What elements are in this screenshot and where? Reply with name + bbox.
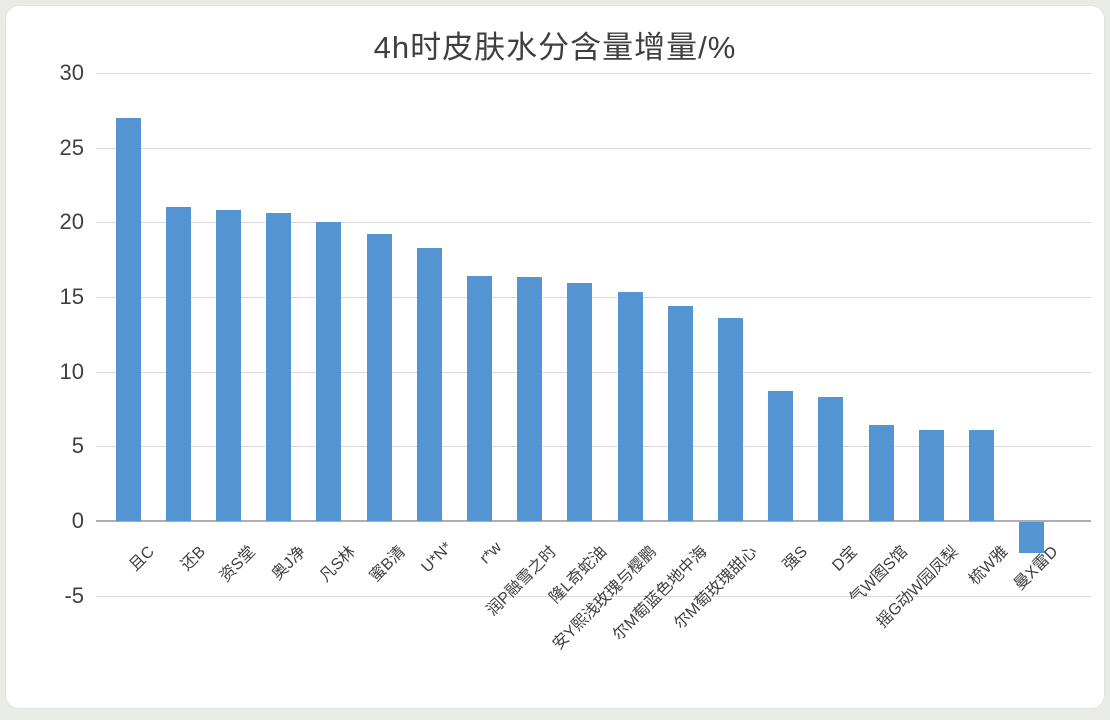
bar — [919, 430, 944, 521]
bar — [969, 430, 994, 521]
chart-title: 4h时皮肤水分含量增量/% — [6, 22, 1104, 67]
x-category-label: r*w — [477, 539, 506, 568]
x-category-label: 且C — [123, 539, 159, 575]
y-tick-label: 15 — [24, 284, 84, 310]
bar — [367, 234, 392, 521]
x-category-label: 梳W雅 — [962, 539, 1012, 589]
y-tick-label: 20 — [24, 209, 84, 235]
bar — [768, 391, 793, 521]
y-tick-label: -5 — [24, 583, 84, 609]
gridline — [96, 596, 1091, 597]
x-category-label: 凡S林 — [313, 539, 360, 586]
x-category-label: 资S堂 — [212, 539, 259, 586]
bar — [668, 306, 693, 521]
y-tick-label: 0 — [24, 508, 84, 534]
bar — [216, 210, 241, 521]
bar — [1019, 522, 1044, 553]
bar — [266, 213, 291, 521]
gridline — [96, 446, 1091, 447]
bar — [417, 248, 442, 521]
x-category-label: D宝 — [825, 539, 861, 575]
x-category-label: 奥J净 — [264, 539, 309, 584]
gridline — [96, 148, 1091, 149]
bar — [316, 222, 341, 521]
x-category-label: U*N* — [418, 539, 456, 577]
bar — [718, 318, 743, 521]
gridline — [96, 73, 1091, 74]
x-category-label: 曼X雷D — [1007, 539, 1062, 594]
y-tick-label: 25 — [24, 135, 84, 161]
bar — [517, 277, 542, 521]
x-category-label: 气W图S馆 — [843, 539, 912, 608]
bar — [166, 207, 191, 521]
bar — [618, 292, 643, 521]
x-category-label: 尔M萄玫瑰甜心 — [667, 539, 761, 633]
zero-axis-line — [96, 520, 1091, 522]
bar — [567, 283, 592, 521]
y-tick-label: 5 — [24, 433, 84, 459]
x-category-label: 尔M萄蓝色地中海 — [606, 539, 712, 645]
x-category-label: 强S — [776, 539, 812, 575]
gridline — [96, 297, 1091, 298]
bar — [869, 425, 894, 521]
bar — [818, 397, 843, 521]
gridline — [96, 222, 1091, 223]
bar — [116, 118, 141, 521]
bar — [467, 276, 492, 521]
x-category-label: 还B — [173, 539, 209, 575]
gridline — [96, 372, 1091, 373]
x-category-label: 蜜B清 — [363, 539, 410, 586]
x-category-label: 润P融雪之时 — [479, 539, 560, 620]
x-category-label: 安Y熙浅玫瑰与樱鹏 — [546, 539, 661, 654]
x-category-label: 摇G动W园凤梨 — [869, 539, 962, 632]
y-tick-label: 10 — [24, 359, 84, 385]
x-category-label: 隆L奇蛇油 — [542, 539, 611, 608]
